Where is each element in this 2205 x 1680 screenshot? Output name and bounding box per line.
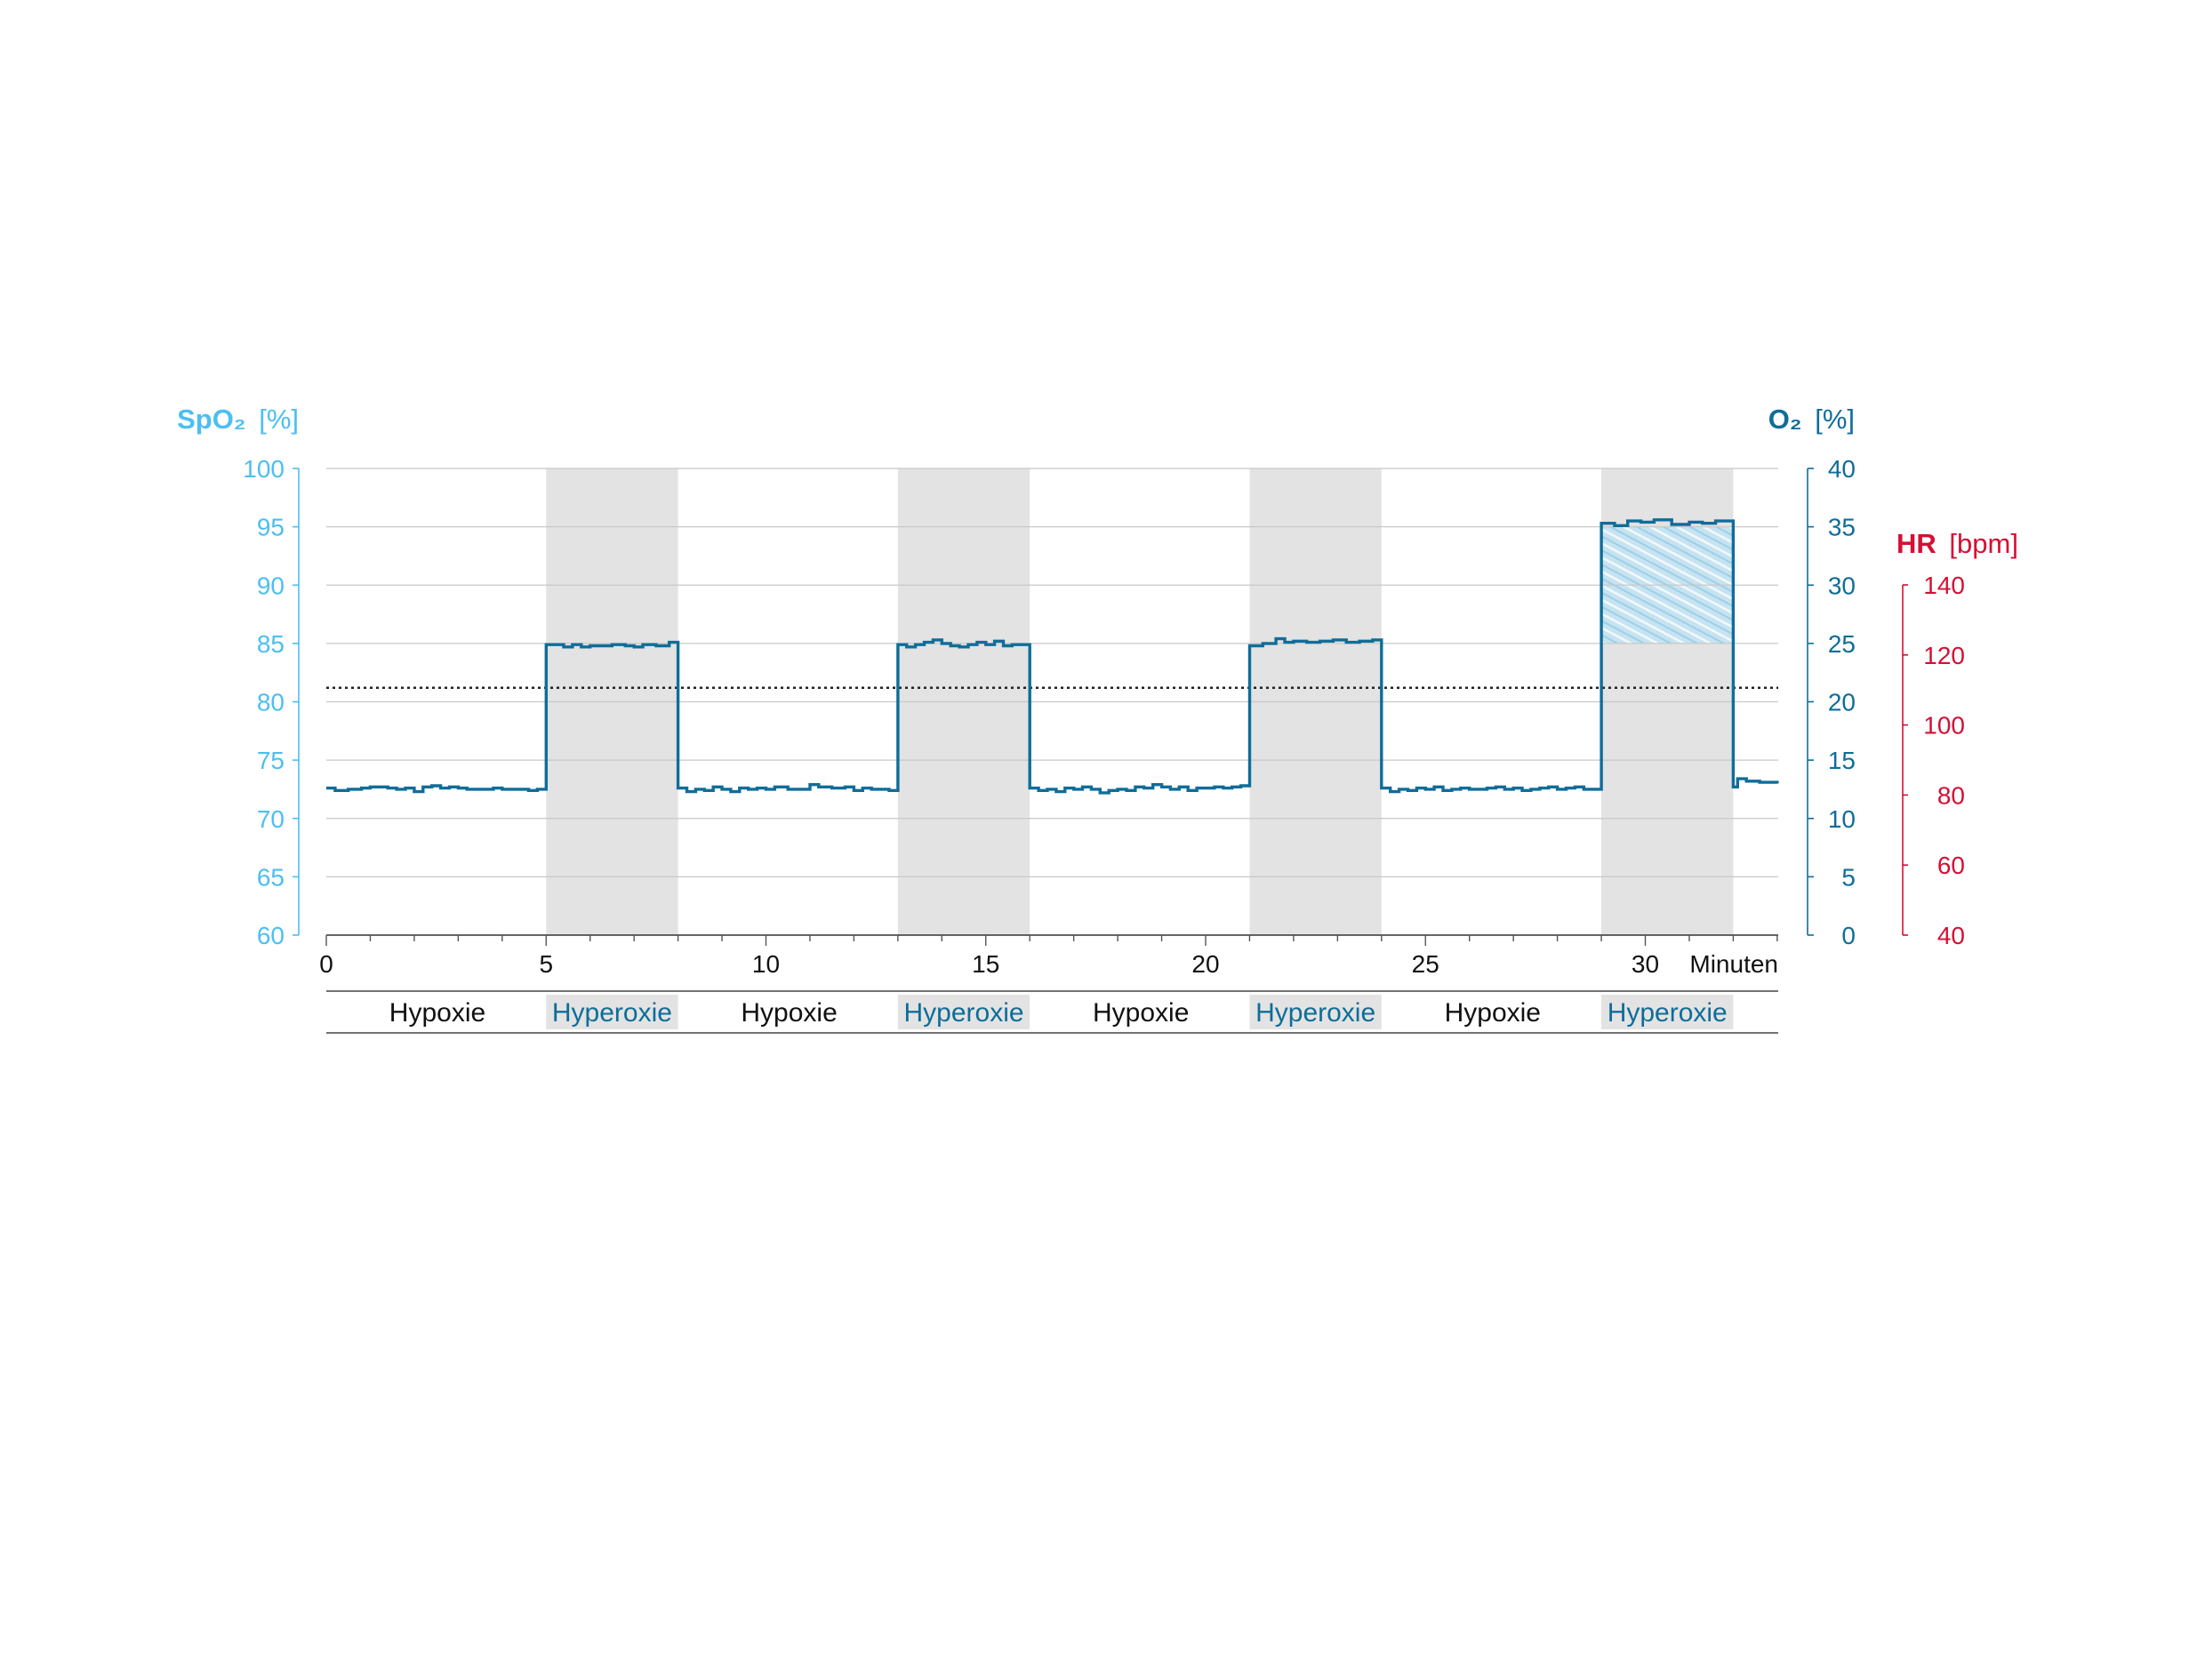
axes: 0 5 10 15 20 25 30 60 65 70 75 80 85 90 95 100 0 5 10 15 20 2… <box>243 455 1965 978</box>
o2-axis-title-main: O₂ <box>1768 404 1802 435</box>
phase-strip-band <box>1249 995 1382 1029</box>
spo2-tick-label: 60 <box>257 922 285 949</box>
hr-tick-label: 80 <box>1937 781 1965 809</box>
o2-tick-label: 0 <box>1841 922 1856 949</box>
o2-axis-title: O₂ [%] <box>1768 404 1855 435</box>
x-tick-label: 20 <box>1191 950 1219 978</box>
phase-label-hypoxie: Hypoxie <box>1445 998 1541 1028</box>
phase-strip: Hypoxie Hyperoxie Hypoxie Hyperoxie Hypoxie H… <box>326 990 1778 1034</box>
spo2-tick-label: 95 <box>257 514 285 541</box>
phase-strip-band <box>546 995 678 1029</box>
phase-label-hypoxie: Hypoxie <box>741 998 837 1028</box>
spo2-axis-title: SpO₂ [%] <box>177 404 299 435</box>
series-lines <box>326 518 1779 795</box>
x-tick-label: 25 <box>1412 950 1439 978</box>
phase-label-hyperoxie: Hyperoxie <box>1608 998 1728 1028</box>
o2-tick-label: 35 <box>1828 514 1856 541</box>
o2-series-line <box>326 518 1779 795</box>
hr-tick-label: 40 <box>1937 922 1965 949</box>
o2-axis-title-unit: [%] <box>1815 404 1855 435</box>
hr-tick-label: 140 <box>1923 572 1965 599</box>
x-tick-label: 30 <box>1632 950 1659 978</box>
hr-tick-label: 60 <box>1937 852 1965 879</box>
phase-label-hypoxie: Hypoxie <box>389 998 485 1028</box>
o2-tick-label: 5 <box>1841 863 1856 891</box>
hr-tick-label: 100 <box>1923 712 1965 740</box>
o2-tick-label: 30 <box>1828 572 1856 599</box>
spo2-axis-title-main: SpO₂ <box>177 404 246 435</box>
spo2-tick-label: 100 <box>243 455 285 483</box>
o2-tick-label: 25 <box>1828 630 1856 658</box>
hr-axis-title-unit: [bpm] <box>1949 528 2018 559</box>
o2-tick-label: 40 <box>1828 455 1856 483</box>
hr-tick-label: 120 <box>1923 642 1965 669</box>
o2-tick-label: 20 <box>1828 689 1856 716</box>
phase-strip-band <box>1601 995 1734 1029</box>
hr-axis-title-main: HR <box>1896 528 1936 559</box>
spo2-tick-label: 90 <box>257 572 285 599</box>
phase-label-hypoxie: Hypoxie <box>1093 998 1189 1028</box>
x-tick-label: 0 <box>319 950 333 978</box>
x-tick-label: 10 <box>752 950 780 978</box>
spo2-tick-label: 85 <box>257 630 285 658</box>
spo2-tick-label: 75 <box>257 747 285 774</box>
x-tick-label: 5 <box>539 950 553 978</box>
x-unit-label: Minuten <box>1689 950 1778 978</box>
spo2-axis-title-unit: [%] <box>259 404 299 435</box>
hr-axis-title: HR [bpm] <box>1896 528 2018 559</box>
x-tick-label: 15 <box>972 950 999 978</box>
phase-label-hyperoxie: Hyperoxie <box>552 998 672 1028</box>
phase-label-hyperoxie: Hyperoxie <box>903 998 1023 1028</box>
phase-strip-band <box>897 995 1030 1029</box>
phase-label-hyperoxie: Hyperoxie <box>1255 998 1375 1028</box>
spo2-tick-label: 70 <box>257 805 285 833</box>
spo2-tick-label: 80 <box>257 689 285 716</box>
o2-tick-label: 10 <box>1828 805 1856 833</box>
o2-tick-label: 15 <box>1828 747 1856 774</box>
gridlines <box>326 468 1778 878</box>
spo2-tick-label: 65 <box>257 863 285 891</box>
